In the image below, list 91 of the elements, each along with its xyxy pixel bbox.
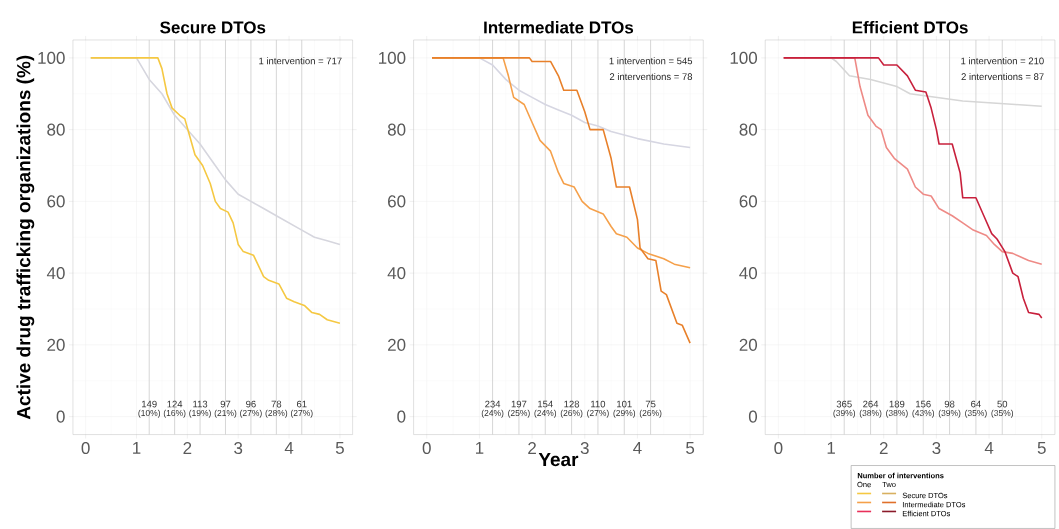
annotation: (29%)	[613, 409, 636, 418]
annotation: 61	[296, 400, 307, 408]
annotation: 97	[220, 400, 231, 408]
x-tick-label: 4	[633, 441, 642, 454]
chart-title: Secure DTOs	[160, 21, 266, 34]
annotation: (26%)	[560, 409, 583, 418]
x-tick-label: 3	[932, 441, 941, 454]
annotation: 2 interventions = 78	[609, 72, 693, 80]
x-tick-label: 1	[133, 441, 141, 454]
annotation: 64	[971, 400, 981, 408]
annotation: 50	[997, 400, 1008, 408]
y-tick-label: 100	[379, 51, 406, 64]
annotation: 124	[167, 400, 183, 408]
annotation: 98	[944, 400, 955, 408]
y-tick-label: 80	[739, 123, 758, 136]
annotation: (39%)	[938, 409, 961, 418]
x-tick-label: 4	[284, 441, 294, 454]
x-tick-label: 2	[183, 441, 192, 454]
annotation: 189	[889, 400, 905, 408]
y-tick-label: 0	[748, 410, 758, 423]
y-tick-label: 40	[46, 266, 65, 279]
y-tick-label: 80	[47, 123, 65, 136]
annotation: 101	[617, 400, 632, 408]
x-tick-label: 2	[528, 441, 536, 454]
annotation: 234	[485, 400, 501, 408]
annotation: 149	[142, 400, 157, 408]
annotation: (39%)	[833, 409, 856, 418]
y-tick-label: 20	[47, 338, 65, 351]
annotation: 113	[193, 400, 208, 408]
y-tick-label: 60	[47, 195, 65, 208]
line-series	[782, 56, 1043, 319]
line-series	[89, 56, 341, 324]
annotation: (38%)	[886, 409, 908, 418]
annotation: (24%)	[481, 409, 504, 418]
chart-title: Efficient DTOs	[852, 20, 968, 34]
annotation: 197	[511, 400, 527, 408]
annotation: (38%)	[859, 409, 882, 418]
annotation: (27%)	[290, 409, 313, 418]
annotation: (25%)	[508, 409, 530, 418]
annotation: (27%)	[240, 409, 262, 418]
annotation: (27%)	[587, 409, 609, 418]
annotation: 1 intervention = 210	[961, 57, 1044, 65]
x-axis-title: Year	[538, 452, 579, 466]
annotation: 2 interventions = 87	[961, 72, 1044, 80]
annotation: (16%)	[163, 409, 186, 418]
x-tick-label: 3	[234, 441, 243, 454]
annotation: 128	[564, 400, 580, 408]
annotation: 264	[863, 400, 879, 408]
y-tick-label: 40	[387, 266, 406, 279]
y-tick-label: 20	[739, 338, 758, 351]
y-tick-label: 100	[38, 51, 65, 64]
x-tick-label: 1	[475, 441, 484, 454]
x-tick-label: 5	[335, 441, 344, 454]
x-tick-label: 0	[422, 441, 431, 454]
x-tick-label: 5	[1037, 441, 1046, 454]
x-tick-label: 1	[827, 441, 835, 454]
annotation: 78	[271, 400, 282, 408]
x-tick-label: 3	[580, 441, 589, 454]
annotation: 365	[836, 400, 852, 408]
annotation: (10%)	[138, 409, 160, 418]
y-tick-label: 0	[397, 410, 406, 423]
annotation: (26%)	[639, 409, 662, 418]
annotation: 75	[645, 400, 656, 408]
x-tick-label: 5	[686, 441, 695, 454]
y-tick-label: 60	[388, 195, 406, 208]
annotation: (35%)	[991, 409, 1014, 418]
annotation: (24%)	[534, 409, 557, 418]
y-tick-label: 80	[387, 123, 406, 136]
annotation: 156	[916, 400, 931, 408]
annotation: 154	[538, 400, 553, 408]
annotation: (21%)	[214, 409, 237, 418]
annotation: (19%)	[189, 409, 211, 418]
x-tick-label: 4	[984, 441, 994, 454]
y-tick-label: 20	[388, 338, 406, 351]
y-tick-label: 100	[730, 51, 758, 64]
y-tick-label: 60	[739, 195, 758, 208]
annotation: 1 intervention = 717	[259, 57, 342, 65]
annotation: 96	[246, 400, 256, 408]
x-tick-label: 0	[774, 441, 783, 454]
x-tick-label: 0	[81, 441, 90, 454]
y-tick-label: 0	[56, 410, 65, 423]
annotation: 1 intervention = 545	[609, 57, 693, 65]
annotation: (28%)	[265, 409, 288, 418]
annotation: (43%)	[912, 409, 935, 418]
y-axis-title: Active drug trafficking organizations (%)	[16, 55, 35, 420]
x-tick-label: 2	[879, 441, 888, 454]
chart-title: Intermediate DTOs	[484, 20, 634, 34]
annotation: (35%)	[965, 409, 987, 418]
y-tick-label: 40	[739, 266, 758, 279]
line-series	[431, 56, 691, 344]
annotation: 110	[591, 400, 606, 408]
